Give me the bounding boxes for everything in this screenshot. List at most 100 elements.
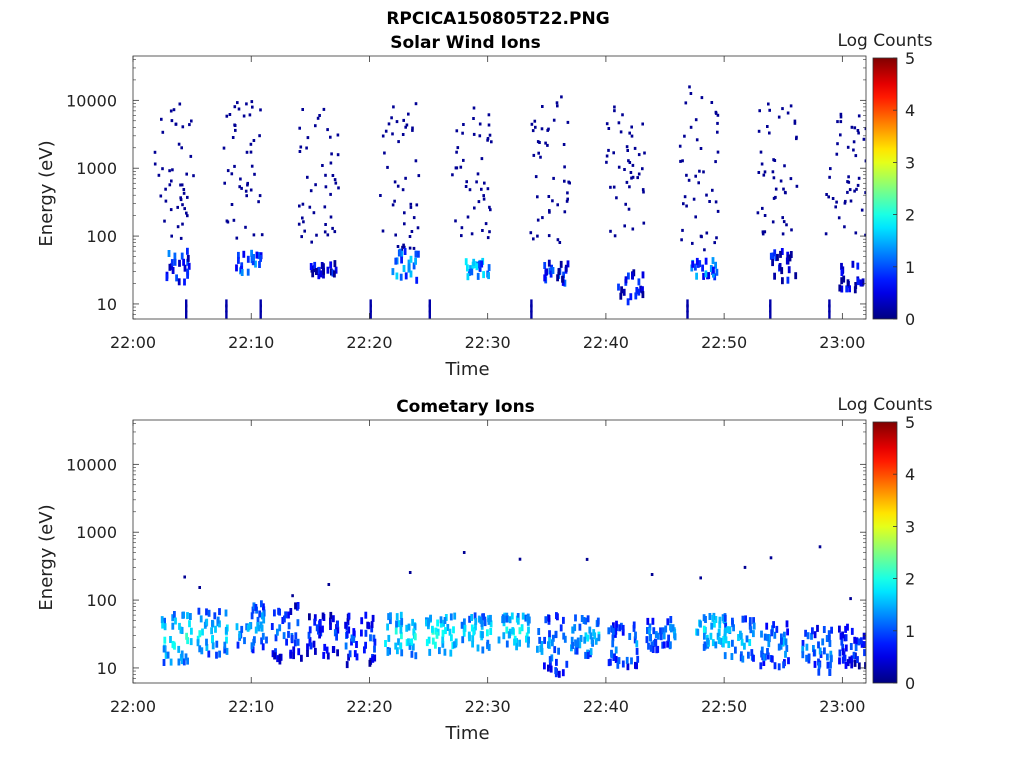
heatmap-cell bbox=[180, 650, 184, 658]
heatmap-cell bbox=[695, 138, 699, 142]
heatmap-cell bbox=[717, 628, 721, 636]
heatmap-cell bbox=[434, 627, 438, 635]
heatmap-cell bbox=[691, 241, 694, 245]
heatmap-cell bbox=[558, 241, 562, 244]
heatmap-cell bbox=[245, 194, 248, 198]
heatmap-cell bbox=[540, 127, 544, 131]
heatmap-cell bbox=[621, 113, 624, 117]
plot-area bbox=[133, 56, 866, 319]
heatmap-cell bbox=[171, 640, 175, 648]
heatmap-cell bbox=[540, 647, 544, 655]
heatmap-cell bbox=[864, 191, 866, 195]
heatmap-cell bbox=[845, 285, 849, 293]
heatmap-cell bbox=[456, 146, 460, 150]
heatmap-cell bbox=[637, 278, 641, 286]
heatmap-cell bbox=[318, 619, 322, 626]
heatmap-cell bbox=[641, 286, 644, 294]
heatmap-cell bbox=[694, 174, 697, 178]
heatmap-cell bbox=[428, 310, 431, 319]
heatmap-cell bbox=[550, 654, 554, 662]
heatmap-cell bbox=[473, 206, 476, 210]
heatmap-cell bbox=[768, 131, 771, 135]
heatmap-cell bbox=[709, 632, 713, 640]
heatmap-cell bbox=[251, 105, 254, 109]
heatmap-cell bbox=[391, 132, 394, 136]
heatmap-cell bbox=[439, 620, 443, 628]
heatmap-cell bbox=[847, 180, 851, 184]
heatmap-cell bbox=[249, 188, 253, 192]
heatmap-cell bbox=[373, 654, 377, 662]
heatmap-cell bbox=[631, 227, 635, 231]
y-tick-label: 100 bbox=[86, 591, 117, 610]
heatmap-cell bbox=[443, 648, 447, 656]
heatmap-cell bbox=[536, 218, 540, 222]
heatmap-cell bbox=[278, 657, 282, 665]
heatmap-cell bbox=[243, 637, 246, 645]
heatmap-cell bbox=[779, 179, 783, 183]
heatmap-cell bbox=[184, 653, 188, 661]
heatmap-cell bbox=[712, 266, 715, 274]
heatmap-cell bbox=[617, 657, 621, 665]
heatmap-cell bbox=[762, 659, 766, 666]
heatmap-cell bbox=[472, 106, 476, 110]
heatmap-cell bbox=[637, 288, 641, 296]
heatmap-cell bbox=[407, 259, 411, 267]
heatmap-cell bbox=[250, 164, 254, 168]
heatmap-cell bbox=[468, 615, 471, 623]
heatmap-cell bbox=[322, 107, 326, 111]
heatmap-cell bbox=[298, 150, 302, 153]
heatmap-cell bbox=[409, 270, 413, 278]
heatmap-cell bbox=[233, 105, 237, 109]
heatmap-cell bbox=[487, 617, 491, 625]
heatmap-cell bbox=[624, 202, 627, 206]
heatmap-cell bbox=[153, 162, 157, 166]
heatmap-cell bbox=[462, 123, 465, 126]
heatmap-cell bbox=[559, 624, 563, 632]
heatmap-cell bbox=[271, 650, 275, 658]
heatmap-cell bbox=[830, 626, 833, 634]
heatmap-cell bbox=[827, 195, 830, 199]
heatmap-cell bbox=[795, 184, 799, 188]
heatmap-cell bbox=[702, 170, 705, 174]
heatmap-cell bbox=[259, 304, 262, 313]
heatmap-cell bbox=[669, 623, 672, 631]
heatmap-cell bbox=[702, 272, 705, 280]
heatmap-cell bbox=[173, 258, 177, 266]
heatmap-cell bbox=[716, 632, 720, 640]
colorbar-tick-label: 2 bbox=[905, 570, 915, 589]
heatmap-cell bbox=[317, 272, 321, 280]
heatmap-cell bbox=[389, 612, 392, 620]
heatmap-cell bbox=[543, 274, 547, 282]
heatmap-cell bbox=[586, 652, 590, 659]
y-tick-label: 1000 bbox=[76, 523, 117, 542]
heatmap-cell bbox=[698, 169, 701, 173]
heatmap-cell bbox=[854, 231, 858, 235]
heatmap-cell bbox=[265, 636, 268, 644]
heatmap-cell bbox=[489, 208, 492, 212]
heatmap-cell bbox=[787, 266, 791, 274]
heatmap-cell bbox=[395, 272, 399, 280]
heatmap-cell bbox=[843, 654, 847, 662]
heatmap-cell bbox=[179, 196, 182, 200]
heatmap-cell bbox=[428, 648, 432, 656]
heatmap-cell bbox=[628, 633, 632, 640]
heatmap-cell bbox=[199, 615, 203, 623]
heatmap-cell bbox=[248, 113, 252, 117]
heatmap-cell bbox=[584, 651, 587, 659]
heatmap-cell bbox=[336, 153, 340, 157]
heatmap-cell bbox=[303, 229, 306, 233]
heatmap-cell bbox=[391, 203, 395, 207]
heatmap-cell bbox=[698, 260, 702, 268]
heatmap-cell bbox=[575, 647, 579, 655]
heatmap-cell bbox=[370, 625, 374, 633]
heatmap-cell bbox=[182, 188, 186, 191]
heatmap-cell bbox=[664, 625, 668, 633]
heatmap-cell bbox=[782, 220, 786, 224]
heatmap-cell bbox=[651, 646, 655, 653]
heatmap-cell bbox=[741, 655, 745, 663]
heatmap-cell bbox=[185, 211, 188, 215]
heatmap-cell bbox=[711, 614, 715, 622]
heatmap-cell bbox=[715, 236, 718, 240]
heatmap-cell bbox=[411, 128, 414, 132]
heatmap-cell bbox=[336, 649, 339, 657]
